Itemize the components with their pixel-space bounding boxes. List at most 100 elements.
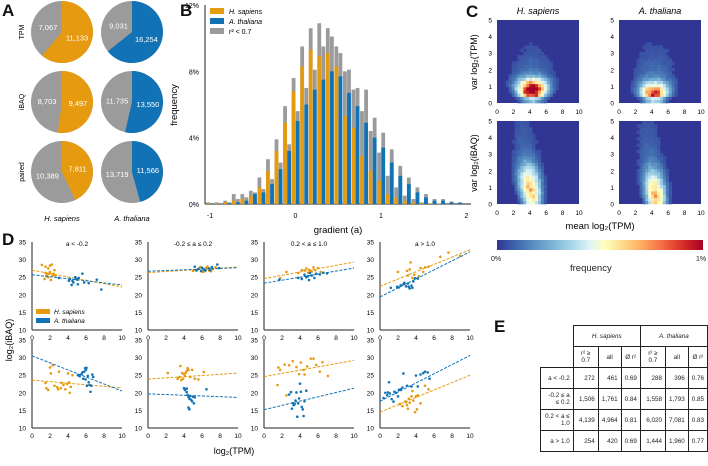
heatmap-cell [636, 74, 640, 78]
point-h-sapiens [197, 378, 200, 381]
x-tick-label: 10 [575, 109, 583, 116]
heatmap-cell [651, 74, 655, 78]
heatmap-cell [549, 87, 553, 91]
table-subheader: Ø r² [620, 346, 641, 368]
y-tick-label: 4 [610, 34, 614, 41]
heatmap-cell [543, 181, 548, 186]
heatmap-cell [651, 71, 655, 75]
pie-label-colored: 7,811 [68, 164, 86, 173]
point-h-sapiens [202, 370, 206, 374]
heatmap-cell [514, 90, 518, 94]
heatmap-cell [538, 74, 542, 78]
heatmap-cell [511, 172, 515, 176]
heatmap-cell [520, 162, 524, 166]
heatmap-cell [526, 64, 530, 69]
heatmap-cell [535, 197, 539, 202]
legend-label: H. sapiens [229, 9, 263, 16]
x-tick-label: 0 [378, 433, 382, 440]
y-tick-label: 30 [251, 355, 259, 362]
heatmap-cell [526, 181, 530, 186]
heatmap-cell [642, 83, 646, 88]
point-h-sapiens [206, 265, 209, 268]
heatmap-cell [514, 168, 518, 173]
heatmap-cell [636, 80, 640, 85]
point-a-thaliana [84, 378, 87, 381]
x-tick-label: 2 [280, 433, 284, 440]
point-a-thaliana [185, 387, 188, 390]
point-a-thaliana [385, 393, 389, 397]
x-tick-label: 6 [432, 433, 436, 440]
heatmap-cell [520, 55, 524, 59]
scatter-title: a < -0.2 [66, 241, 89, 248]
heatmap-cell [517, 159, 521, 163]
heatmap-cell [636, 162, 640, 166]
heatmap-cell [526, 162, 530, 166]
point-h-sapiens [46, 388, 50, 392]
pie-slice-colored [57, 71, 94, 133]
heatmap-cell [535, 93, 539, 97]
heatmap-cell [523, 83, 527, 88]
y-tick-label: 35 [135, 240, 143, 247]
legend-swatch [210, 28, 224, 34]
heatmap-cell [523, 184, 527, 189]
heatmap-cell [508, 80, 512, 85]
heatmap-cell [662, 184, 667, 189]
heatmap-cell [660, 175, 664, 179]
heatmap-cell [517, 191, 521, 195]
heatmap-cell [523, 188, 527, 192]
heatmap-cell [511, 77, 515, 81]
point-a-thaliana [307, 278, 311, 282]
heatmap-cell [654, 58, 658, 62]
heatmap-cell [665, 197, 670, 202]
heatmap-cell [517, 71, 521, 75]
heatmap-cell [648, 83, 652, 88]
point-h-sapiens [69, 385, 72, 389]
heatmap-cell [651, 90, 655, 94]
heatmap-cell [642, 90, 646, 94]
heatmap-cell [651, 80, 655, 85]
heatmap-cell [514, 143, 518, 147]
heatmap-cell [639, 165, 643, 170]
point-a-thaliana [85, 366, 88, 370]
heatmap-cell [657, 64, 661, 69]
heatmap-cell [660, 83, 664, 88]
heatmap-cell [665, 99, 670, 104]
heatmap-cell [540, 181, 545, 186]
scatter-title: a > 1.0 [415, 241, 435, 248]
heatmap-cell [651, 143, 655, 147]
heatmap-cell [657, 61, 661, 65]
heatmap-cell [517, 87, 521, 91]
x-tick-label: 0 [30, 335, 34, 342]
point-a-thaliana [81, 371, 84, 374]
heatmap-cell [535, 188, 539, 192]
heatmap-cell [642, 99, 646, 104]
point-h-sapiens [303, 373, 306, 376]
heatmap-cell [668, 96, 673, 101]
heatmap-cell [526, 130, 530, 135]
heatmap-cell [529, 64, 533, 69]
heatmap-cell [645, 184, 649, 189]
heatmap-cell [651, 194, 655, 198]
heatmap-cell [511, 162, 515, 166]
heatmap-cell [526, 184, 530, 189]
y-tick-label: 15 [135, 310, 143, 317]
heatmap-cell [514, 184, 518, 189]
bar-h-sapiens [257, 187, 262, 204]
heatmap-cell [540, 83, 545, 88]
heatmap-cell [665, 194, 670, 198]
heatmap-cell [526, 136, 530, 141]
heatmap-cell [657, 87, 661, 91]
heatmap-cell [543, 64, 548, 69]
y-tick-label: 1 [488, 84, 492, 91]
heatmap-cell [662, 74, 667, 78]
heatmap-cell [546, 71, 551, 75]
pie-slice-colored [62, 141, 93, 200]
heatmap-cell [645, 140, 649, 144]
heatmap-cell [517, 83, 521, 88]
heatmap-cell [639, 93, 643, 97]
heatmap-cell [660, 74, 664, 78]
heatmap-cell [660, 51, 664, 56]
heatmap-cell [532, 77, 536, 81]
heatmap-cell [648, 136, 652, 141]
point-a-thaliana [404, 285, 408, 288]
